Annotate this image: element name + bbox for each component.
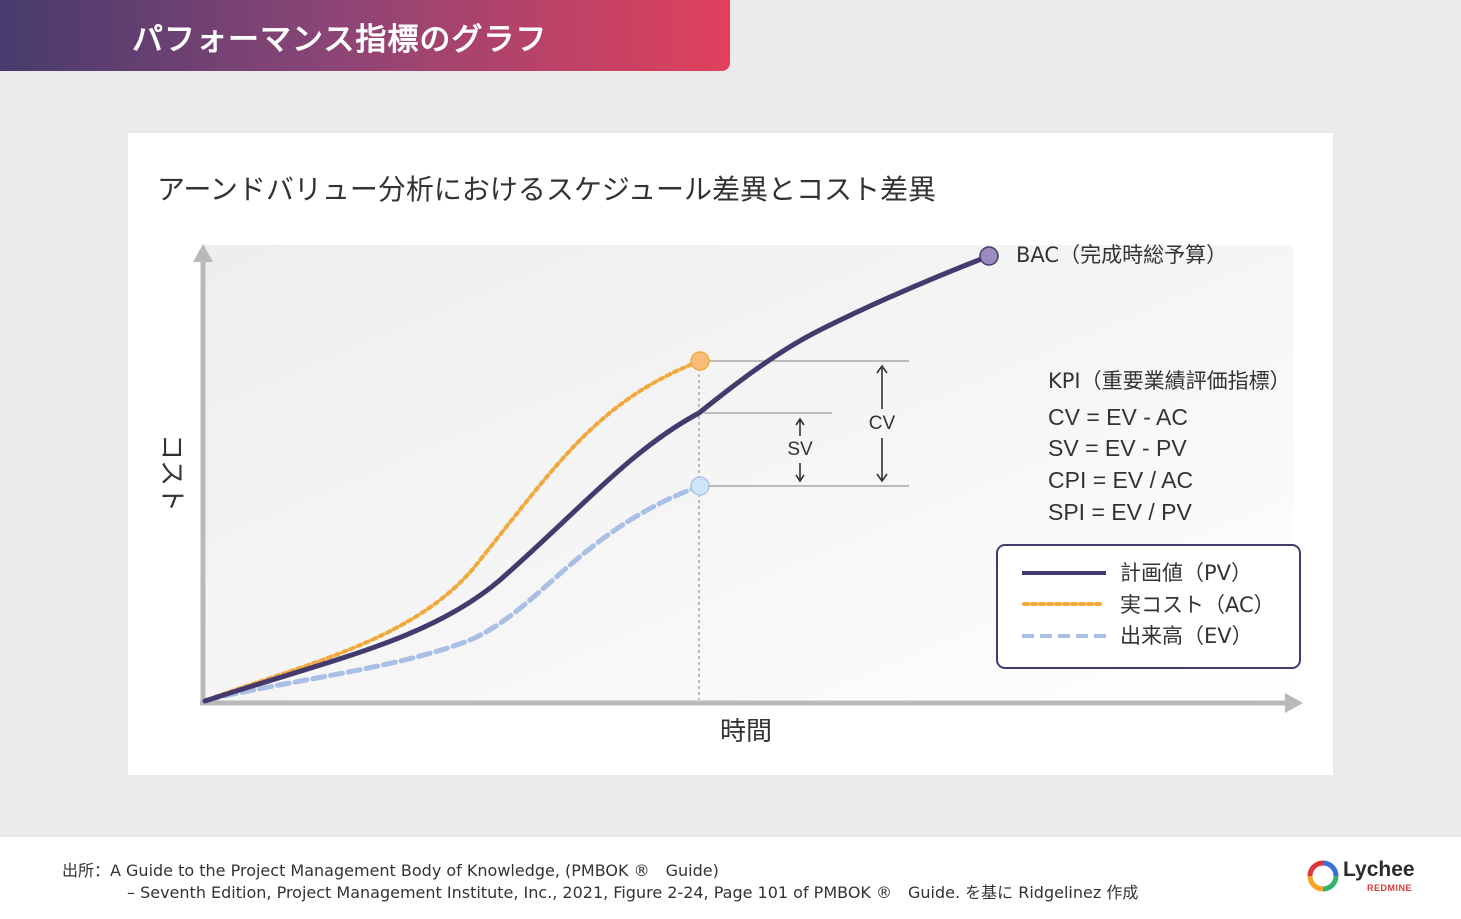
x-axis: [200, 693, 1303, 713]
legend-label-ev: 出来高（EV）: [1120, 624, 1253, 648]
chart-subtitle: アーンドバリュー分析におけるスケジュール差異とコスト差異: [157, 173, 936, 206]
legend-label-pv: 計画値（PV）: [1120, 561, 1252, 585]
ac-point: [690, 351, 710, 371]
sv-arrow: [795, 417, 805, 483]
kpi-formula: CPI = EV / AC: [1048, 467, 1193, 493]
source-citation-line1: 出所：A Guide to the Project Management Bod…: [62, 861, 719, 880]
ev-series-line: [204, 483, 703, 703]
kpi-title: KPI（重要業績評価指標）: [1048, 369, 1291, 393]
sv-label: SV: [787, 439, 813, 460]
y-axis-label: コスト: [156, 434, 186, 512]
source-citation-line2: – Seventh Edition, Project Management In…: [127, 883, 1139, 902]
legend-box: [996, 544, 1301, 669]
page-title: パフォーマンス指標のグラフ: [132, 22, 548, 58]
pv-series-line: [202, 253, 992, 704]
lychee-logo: Lychee REDMINE: [1307, 858, 1422, 898]
lychee-logo-icon: [1307, 860, 1339, 892]
y-axis: [193, 244, 213, 703]
kpi-formula: SPI = EV / PV: [1048, 499, 1192, 525]
logo-subtitle: REDMINE: [1367, 883, 1413, 893]
legend: 計画値（PV） 実コスト（AC） 出来高（EV）: [996, 544, 1301, 669]
legend-label-ac: 実コスト（AC）: [1120, 593, 1275, 617]
x-axis-label: 時間: [720, 717, 772, 747]
title-banner: パフォーマンス指標のグラフ: [0, 0, 730, 71]
cv-label: CV: [869, 413, 896, 434]
cv-arrow: [876, 364, 888, 483]
ev-point: [690, 476, 710, 496]
y-axis-arrow: [193, 244, 213, 262]
bac-label: BAC（完成時総予算）: [1016, 243, 1227, 267]
x-axis-arrow: [1285, 693, 1303, 713]
logo-name: Lychee: [1343, 858, 1415, 881]
ac-series-line: [205, 359, 702, 702]
bac-point: [979, 246, 999, 266]
kpi-formula: CV = EV - AC: [1048, 404, 1188, 430]
kpi-formula: SV = EV - PV: [1048, 435, 1187, 461]
